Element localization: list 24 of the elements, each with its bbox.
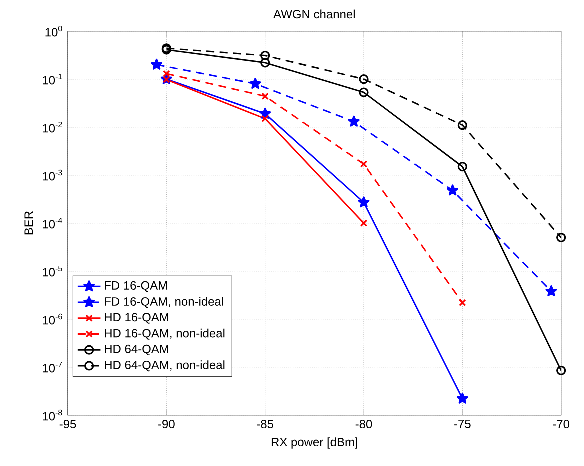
y-tick-label: 10$^{-8}$ <box>43 410 62 421</box>
legend-label: HD 16-QAM <box>105 313 168 324</box>
x-tick-label: -75 <box>454 420 471 428</box>
x-tick-label: -95 <box>60 420 76 429</box>
legend-label: FD 16-QAM <box>105 281 168 292</box>
y-tick-label: 10$^{-2}$ <box>43 122 62 133</box>
y-tick-label: 10$^{0}$ <box>46 26 62 37</box>
x-tick-label: -85 <box>257 420 274 429</box>
y-tick-label: 10$^{-7}$ <box>43 362 62 373</box>
legend-label: FD 16-QAM, non-ideal <box>105 297 224 308</box>
legend-label: HD 64-QAM, non-ideal <box>105 360 225 372</box>
y-tick-label: 10$^{-1}$ <box>43 74 62 85</box>
x-tick-label: -80 <box>356 420 372 429</box>
y-tick-label: 10$^{-4}$ <box>43 218 62 229</box>
y-tick-label: 10$^{-6}$ <box>43 314 62 325</box>
y-tick-label: 10$^{-5}$ <box>43 266 62 277</box>
x-tick-label: -70 <box>553 420 570 429</box>
x-axis-title: RX power [dBm] <box>272 438 358 449</box>
y-tick-label: 10$^{-3}$ <box>43 170 62 181</box>
legend-label: HD 64-QAM <box>105 344 168 356</box>
y-axis-title: BER <box>24 212 34 235</box>
legend-label: HD 16-QAM, non-ideal <box>105 328 225 340</box>
chart-title: AWGN channel <box>274 10 355 19</box>
x-tick-label: -90 <box>158 420 175 429</box>
